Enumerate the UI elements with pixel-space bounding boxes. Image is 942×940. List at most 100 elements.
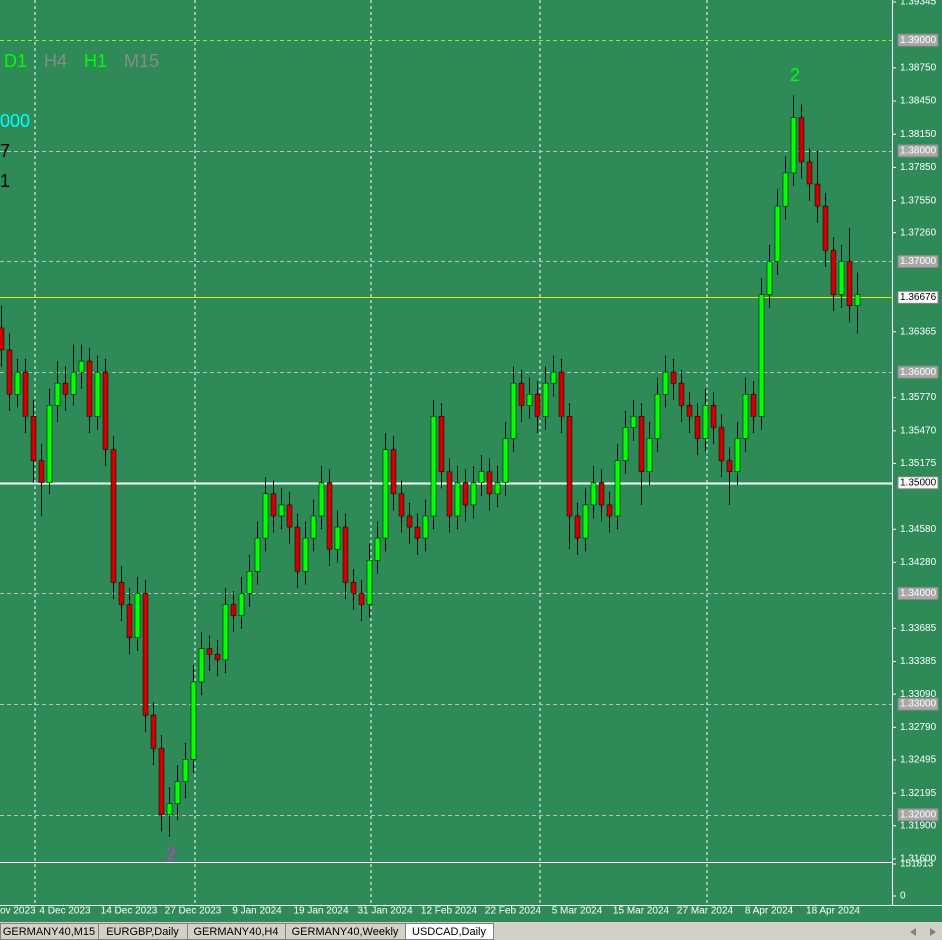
timeframe-label: H4 [44,51,67,71]
candle-body [686,405,693,417]
y-tick-label: 1.38450 [900,96,937,107]
x-tick-label: 5 Mar 2024 [552,906,603,917]
level-box [897,476,939,490]
candle-body [326,482,333,550]
candle-body [182,759,189,782]
candle-body [606,504,613,517]
level-label: 1.34000 [900,588,937,599]
candle-body [0,327,5,351]
candle-body [198,648,205,683]
candle-body [254,537,261,572]
candle-body [662,371,669,395]
candle-body [630,416,637,428]
y-tick-label: 1.36365 [900,326,937,337]
x-tick-label: 27 Dec 2023 [165,906,222,917]
candle-body [134,593,141,638]
candle-body [542,382,549,417]
candle-body [302,537,309,572]
candle-body [574,515,581,539]
level-label: 1.35000 [900,477,937,488]
candle-body [590,482,597,506]
candle-body [494,482,501,495]
candle-body [206,648,213,655]
candle-body [742,394,749,439]
candle-body [718,427,725,461]
tab-label: EURGBP,Daily [106,926,179,938]
candle-body [262,493,269,539]
candle-body [758,294,765,417]
candle-body [46,405,53,484]
x-tick-label: 15 Mar 2024 [613,906,670,917]
y-tick-label: 1.33385 [900,656,937,667]
candle-body [310,515,317,539]
candle-body [190,681,197,760]
timeframe-label: H1 [84,51,107,71]
candle-body [806,161,813,185]
candle-body [278,504,285,517]
level-box [897,586,939,600]
candle-body [230,604,237,616]
candle-body [798,117,805,163]
candle-body [350,582,357,594]
x-tick-label: ov 2023 [0,906,36,917]
x-tick-label: 19 Jan 2024 [293,906,348,917]
candle-body [110,449,117,583]
candle-body [150,714,157,749]
candle-body [142,593,149,716]
candle-body [502,438,509,484]
y-tick-label: 1.37850 [900,162,937,173]
candle-body [118,582,125,605]
candle-body [614,460,621,517]
x-tick-label: 22 Feb 2024 [485,906,542,917]
candle-body [566,416,573,517]
timeframe-label: D1 [4,51,27,71]
candle-body [102,371,109,450]
level-box [897,144,939,158]
volume-tick-label: 0 [900,891,906,902]
level-box [897,290,939,304]
candle-body [838,261,845,295]
candle-body [422,515,429,539]
candle-body [446,471,453,517]
candle-body [510,382,517,439]
wave-label: 2 [790,65,800,85]
y-tick-label: 1.33090 [900,689,937,700]
scroll-left[interactable] [910,928,916,936]
candle-body [814,183,821,207]
candle-body [854,294,861,306]
indicator-text: 1 [0,171,10,191]
timeframe-label: M15 [124,51,159,71]
y-tick-label: 1.33685 [900,623,937,634]
y-tick-label: 1.32195 [900,788,937,799]
y-tick-label: 1.37550 [900,195,937,206]
candle-body [726,460,733,472]
candle-body [526,394,533,406]
candle-body [678,382,685,406]
candle-body [622,427,629,461]
indicator-text: 000 [0,111,30,131]
level-box [897,254,939,268]
candle-body [358,593,365,605]
candle-body [86,360,93,417]
candle-body [670,371,677,384]
candle-body [6,349,13,395]
candle-body [830,250,837,295]
candle-body [518,382,525,406]
candle-body [174,781,181,804]
candle-body [782,172,789,207]
candle-body [406,515,413,528]
x-tick-label: 31 Jan 2024 [357,906,412,917]
candle-body [294,526,301,572]
candle-body [534,394,541,417]
scroll-right[interactable] [930,928,936,936]
tab-label: GERMANY40,H4 [194,926,279,938]
level-label: 1.36676 [900,292,937,303]
candle-body [126,604,133,638]
candle-body [334,526,341,550]
candle-body [470,482,477,506]
volume-tick-label: 151813 [900,859,934,870]
x-tick-label: 14 Dec 2023 [101,906,158,917]
candle-body [430,416,437,517]
level-label: 1.32000 [900,809,937,820]
candle-body [766,261,773,295]
